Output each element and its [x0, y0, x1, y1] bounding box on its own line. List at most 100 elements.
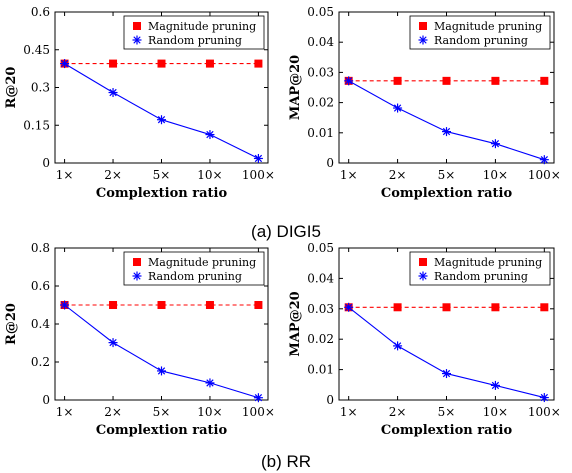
x-axis-label: Complextion ratio — [381, 186, 513, 201]
chart-4: 0 0.01 0.02 0.03 0.04 0.05 1× 2× 5× 10× 100× Comple… — [288, 241, 561, 438]
point-random-pruning — [60, 300, 70, 310]
legend-label-magnitude-pruning: Magnitude pruning — [148, 20, 256, 33]
point-magnitude-pruning — [393, 76, 402, 85]
x-tick-label: 10× — [483, 405, 508, 419]
point-magnitude-pruning — [442, 303, 451, 312]
x-tick-label: 5× — [438, 405, 456, 419]
legend-label-magnitude-pruning: Magnitude pruning — [434, 256, 542, 269]
point-magnitude-pruning — [157, 59, 166, 68]
y-tick-label: 0.04 — [307, 271, 334, 285]
x-tick-label: 1× — [56, 405, 74, 419]
legend-marker-magnitude-pruning — [133, 258, 141, 266]
series-line-random-pruning — [348, 80, 545, 161]
y-axis-label: MAP@20 — [288, 291, 303, 356]
y-axis-label: R@20 — [4, 303, 19, 345]
point-random-pruning — [442, 369, 451, 379]
caption-a: (a) DIGI5 — [251, 222, 321, 241]
point-magnitude-pruning — [491, 303, 500, 312]
legend-box — [123, 251, 265, 286]
x-tick-label: 2× — [389, 405, 407, 419]
point-magnitude-pruning — [109, 59, 118, 68]
legend-label-magnitude-pruning: Magnitude pruning — [434, 20, 542, 33]
point-random-pruning — [205, 378, 215, 388]
y-tick-label: 0 — [42, 393, 50, 407]
x-tick-label: 2× — [104, 168, 122, 182]
x-axis-label: Complextion ratio — [96, 423, 228, 438]
x-tick-label: 5× — [153, 405, 171, 419]
legend-marker-magnitude-pruning — [419, 258, 427, 266]
y-tick-label: 0.01 — [307, 126, 334, 140]
point-random-pruning — [442, 127, 451, 137]
x-axis-label: Complextion ratio — [381, 423, 513, 438]
y-tick-label: 0.03 — [307, 302, 334, 316]
x-tick-label: 10× — [483, 168, 508, 182]
x-tick-label: 5× — [438, 168, 456, 182]
point-random-pruning — [539, 393, 549, 403]
point-random-pruning — [205, 130, 215, 140]
point-magnitude-pruning — [442, 76, 451, 85]
point-random-pruning — [539, 155, 549, 165]
x-tick-label: 100× — [242, 405, 275, 419]
chart-2: 0 0.01 0.02 0.03 0.04 0.05 1× 2× 5× 10× 100× Comple… — [288, 5, 561, 201]
y-axis-label: MAP@20 — [288, 55, 303, 120]
x-tick-label: 1× — [340, 405, 358, 419]
x-tick-label: 1× — [56, 168, 74, 182]
point-random-pruning — [253, 393, 263, 403]
y-tick-label: 0.03 — [307, 65, 334, 79]
legend-marker-random-pruning — [418, 271, 428, 281]
y-tick-label: 0.4 — [31, 317, 50, 331]
legend-marker-random-pruning — [132, 35, 142, 45]
x-tick-label: 100× — [242, 168, 275, 182]
legend-box — [123, 15, 265, 50]
point-magnitude-pruning — [157, 301, 166, 309]
x-tick-label: 2× — [104, 405, 122, 419]
legend-box — [409, 15, 551, 50]
point-magnitude-pruning — [205, 59, 214, 68]
y-tick-label: 0.8 — [31, 241, 50, 255]
point-magnitude-pruning — [205, 301, 214, 309]
y-tick-label: 0.05 — [307, 5, 334, 19]
y-axis-label: R@20 — [4, 67, 19, 109]
legend-marker-magnitude-pruning — [133, 22, 141, 30]
y-tick-label: 0.6 — [31, 5, 50, 19]
series-line-random-pruning — [64, 63, 259, 159]
chart-1: 0 0.15 0.3 0.45 0.6 1× 2× 5× 10× 100× Complextion … — [4, 5, 275, 201]
y-tick-label: 0.04 — [307, 35, 334, 49]
y-tick-label: 0.3 — [31, 81, 50, 95]
chart-3: 0 0.2 0.4 0.6 0.8 1× 2× 5× 10× 100× Complextion ra… — [4, 241, 275, 438]
caption-b: (b) RR — [261, 452, 311, 471]
y-tick-label: 0.05 — [307, 241, 334, 255]
point-random-pruning — [393, 103, 403, 113]
point-random-pruning — [253, 153, 263, 163]
x-tick-label: 100× — [528, 168, 561, 182]
y-tick-label: 0.02 — [307, 332, 334, 346]
point-magnitude-pruning — [109, 301, 118, 309]
point-random-pruning — [490, 139, 500, 149]
point-magnitude-pruning — [254, 59, 263, 68]
x-axis-label: Complextion ratio — [96, 186, 228, 201]
y-tick-label: 0 — [326, 156, 334, 170]
legend-marker-magnitude-pruning — [419, 22, 427, 30]
point-random-pruning — [60, 59, 70, 69]
point-random-pruning — [490, 380, 500, 390]
point-magnitude-pruning — [491, 76, 500, 85]
x-tick-label: 5× — [153, 168, 171, 182]
legend-marker-random-pruning — [132, 271, 142, 281]
point-random-pruning — [108, 338, 118, 348]
legend-label-random-pruning: Random pruning — [434, 34, 528, 47]
legend-label-random-pruning: Random pruning — [434, 270, 528, 283]
legend-box — [409, 251, 551, 286]
legend-label-random-pruning: Random pruning — [148, 34, 242, 47]
point-random-pruning — [344, 76, 354, 86]
series-line-random-pruning — [348, 306, 545, 399]
point-random-pruning — [108, 88, 118, 98]
y-tick-label: 0.01 — [307, 363, 334, 377]
point-random-pruning — [393, 341, 403, 351]
point-random-pruning — [157, 366, 166, 376]
y-tick-label: 0 — [42, 156, 50, 170]
x-tick-label: 10× — [197, 168, 222, 182]
